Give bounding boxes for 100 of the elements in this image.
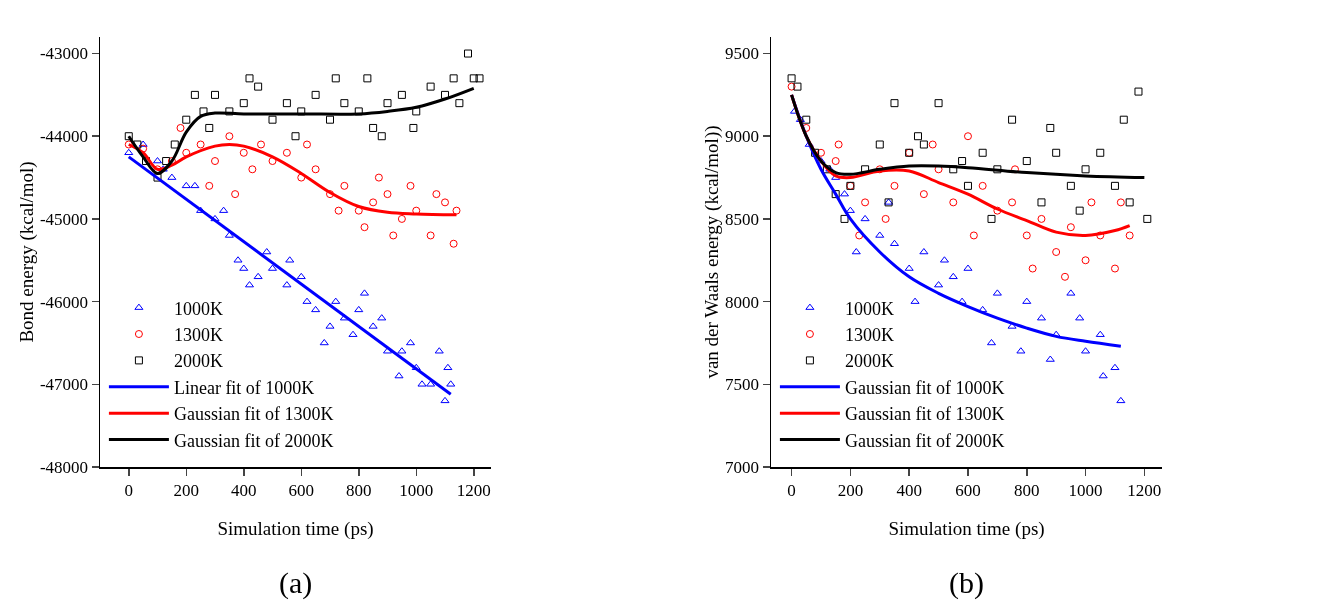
x-tick-label: 1200 xyxy=(1127,480,1162,500)
x-tick-label: 1000 xyxy=(1068,480,1103,500)
point xyxy=(354,305,364,313)
point xyxy=(919,190,928,199)
point xyxy=(957,297,967,304)
legend-label: 1000K xyxy=(844,298,894,319)
point xyxy=(1087,198,1096,207)
point xyxy=(934,281,944,288)
point xyxy=(881,214,890,223)
legend-label: Gaussian fit of 1300K xyxy=(173,404,334,425)
point xyxy=(455,99,464,108)
point xyxy=(978,148,987,157)
point xyxy=(340,99,349,108)
point xyxy=(475,74,484,83)
point xyxy=(963,264,973,271)
text: (a) xyxy=(279,566,313,600)
point xyxy=(268,157,277,166)
point xyxy=(993,206,1002,215)
point xyxy=(211,90,219,99)
legend-label: 1000K xyxy=(173,298,223,319)
point xyxy=(196,140,205,149)
point xyxy=(331,297,341,304)
point xyxy=(919,248,929,255)
point xyxy=(802,115,811,124)
point xyxy=(469,74,478,83)
y-tick-label: -44000 xyxy=(39,127,89,147)
text: (b) xyxy=(949,566,984,600)
point xyxy=(443,363,453,371)
point xyxy=(1125,231,1134,240)
point xyxy=(182,115,191,124)
point xyxy=(190,181,200,189)
point xyxy=(368,322,378,329)
point xyxy=(875,231,885,238)
point xyxy=(412,107,421,116)
x-axis-title: Simulation time (ps) xyxy=(888,517,1045,540)
point xyxy=(205,181,214,190)
point xyxy=(1066,289,1076,296)
point xyxy=(282,99,291,108)
x-tick-label: 600 xyxy=(955,480,981,500)
point xyxy=(369,123,378,132)
point xyxy=(170,140,179,149)
legend-label: Gaussian fit of 2000K xyxy=(173,430,334,451)
point xyxy=(326,190,334,199)
point xyxy=(124,140,133,149)
point xyxy=(1116,396,1126,404)
point xyxy=(268,115,277,124)
y-tick-label: -48000 xyxy=(39,457,89,477)
point xyxy=(282,148,291,157)
point xyxy=(1022,297,1032,304)
point xyxy=(793,82,802,91)
point xyxy=(325,322,335,329)
y-axis-title: van der Waals energy (kcal/mol)) xyxy=(701,125,724,379)
point xyxy=(958,157,967,166)
point xyxy=(257,140,265,149)
point xyxy=(1016,347,1026,354)
y-tick-label: 8000 xyxy=(725,292,760,312)
point xyxy=(446,380,456,387)
point xyxy=(302,297,312,304)
point xyxy=(205,123,214,132)
point xyxy=(377,314,387,321)
point xyxy=(340,181,349,190)
y-tick-label: 9000 xyxy=(725,127,760,147)
point xyxy=(124,132,133,141)
point xyxy=(1060,272,1069,281)
point xyxy=(239,264,249,271)
point xyxy=(397,347,407,354)
point xyxy=(904,264,914,271)
point xyxy=(1022,157,1031,166)
point xyxy=(831,190,840,199)
point xyxy=(1116,198,1125,207)
point xyxy=(245,74,254,83)
point xyxy=(397,214,406,223)
point xyxy=(919,140,928,149)
point xyxy=(987,214,996,223)
point xyxy=(311,305,321,313)
x-tick-label: 400 xyxy=(896,480,922,500)
point xyxy=(1110,363,1120,371)
point xyxy=(334,206,343,215)
legend-label: 1300K xyxy=(173,325,223,346)
point xyxy=(949,165,958,174)
point xyxy=(296,272,306,280)
point xyxy=(993,165,1002,174)
point xyxy=(811,148,820,157)
point xyxy=(369,198,378,207)
point xyxy=(426,380,436,387)
point xyxy=(1096,148,1105,157)
point xyxy=(262,248,272,255)
point xyxy=(311,90,320,99)
point xyxy=(348,330,358,337)
point xyxy=(167,173,177,180)
point xyxy=(405,338,416,346)
point xyxy=(389,231,398,240)
x-tick-label: 0 xyxy=(124,480,133,500)
point xyxy=(860,214,870,222)
point xyxy=(426,231,435,240)
legend-label: Gaussian fit of 1000K xyxy=(844,377,1005,398)
point xyxy=(452,206,461,215)
point xyxy=(297,107,306,116)
point xyxy=(1052,248,1061,256)
point xyxy=(303,140,311,149)
